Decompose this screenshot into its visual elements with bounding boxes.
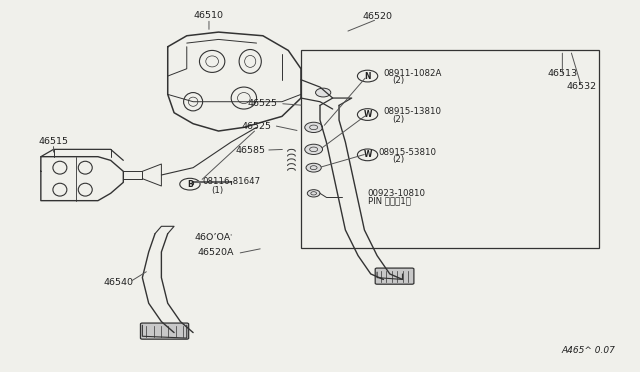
Text: 46Օ՚OA: 46Օ՚OA bbox=[194, 233, 230, 242]
Text: 00923-10810: 00923-10810 bbox=[367, 189, 426, 198]
Text: N: N bbox=[364, 71, 371, 81]
Text: 46520A: 46520A bbox=[197, 248, 234, 257]
Circle shape bbox=[306, 163, 321, 172]
Text: (2): (2) bbox=[392, 155, 404, 164]
Text: 46510: 46510 bbox=[194, 11, 224, 20]
Text: 46513: 46513 bbox=[547, 69, 577, 78]
FancyBboxPatch shape bbox=[140, 323, 189, 339]
Text: 46532: 46532 bbox=[566, 82, 596, 91]
Text: 46540: 46540 bbox=[103, 278, 133, 287]
Circle shape bbox=[305, 144, 323, 154]
Bar bbox=[301, 51, 599, 248]
Text: W: W bbox=[364, 110, 372, 119]
Text: (1): (1) bbox=[211, 186, 223, 195]
Text: B: B bbox=[187, 180, 193, 189]
Text: 46525: 46525 bbox=[241, 122, 271, 131]
Text: PIN ピン（1）: PIN ピン（1） bbox=[367, 196, 410, 205]
Circle shape bbox=[305, 122, 323, 132]
Circle shape bbox=[307, 190, 320, 197]
Text: 46520: 46520 bbox=[362, 12, 392, 21]
Text: W: W bbox=[364, 150, 372, 159]
Text: 46515: 46515 bbox=[38, 137, 68, 146]
Circle shape bbox=[316, 88, 331, 97]
Text: 08116-81647: 08116-81647 bbox=[203, 177, 260, 186]
Text: 08911-1082A: 08911-1082A bbox=[383, 69, 442, 78]
Text: (2): (2) bbox=[392, 76, 404, 85]
Text: 08915-13810: 08915-13810 bbox=[383, 108, 442, 116]
Text: 46585: 46585 bbox=[236, 145, 265, 155]
Text: 08915-53810: 08915-53810 bbox=[378, 148, 436, 157]
Text: 46525: 46525 bbox=[248, 99, 278, 108]
Text: A465^ 0.07: A465^ 0.07 bbox=[561, 346, 615, 355]
FancyBboxPatch shape bbox=[375, 268, 414, 284]
Text: (2): (2) bbox=[392, 115, 404, 124]
